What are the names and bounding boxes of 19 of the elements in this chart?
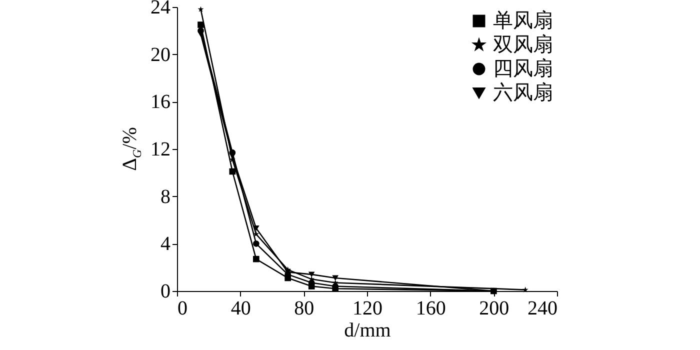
x-tick-label: 0: [178, 298, 188, 320]
y-tick-label: 24: [150, 0, 170, 18]
y-tick-label: 12: [150, 138, 170, 160]
x-tick-label: 120: [352, 298, 382, 320]
y-tick-label: 20: [150, 44, 170, 66]
x-tick-label: 40: [230, 298, 251, 320]
legend-label: 单风扇: [493, 10, 553, 32]
x-tick-label: 80: [294, 298, 314, 320]
legend-label: 双风扇: [493, 34, 553, 56]
y-tick-label: 0: [160, 280, 170, 302]
x-tick-label: 240: [528, 298, 558, 320]
x-axis-title: d/mm: [344, 320, 392, 342]
y-tick-label: 4: [160, 233, 170, 256]
legend-label: 六风扇: [493, 82, 553, 104]
y-tick-label: 8: [160, 186, 170, 208]
x-tick-label: 200: [479, 298, 510, 320]
legend-label: 四风扇: [493, 58, 553, 80]
y-tick-label: 16: [150, 91, 170, 114]
x-tick-label: 160: [416, 298, 446, 320]
